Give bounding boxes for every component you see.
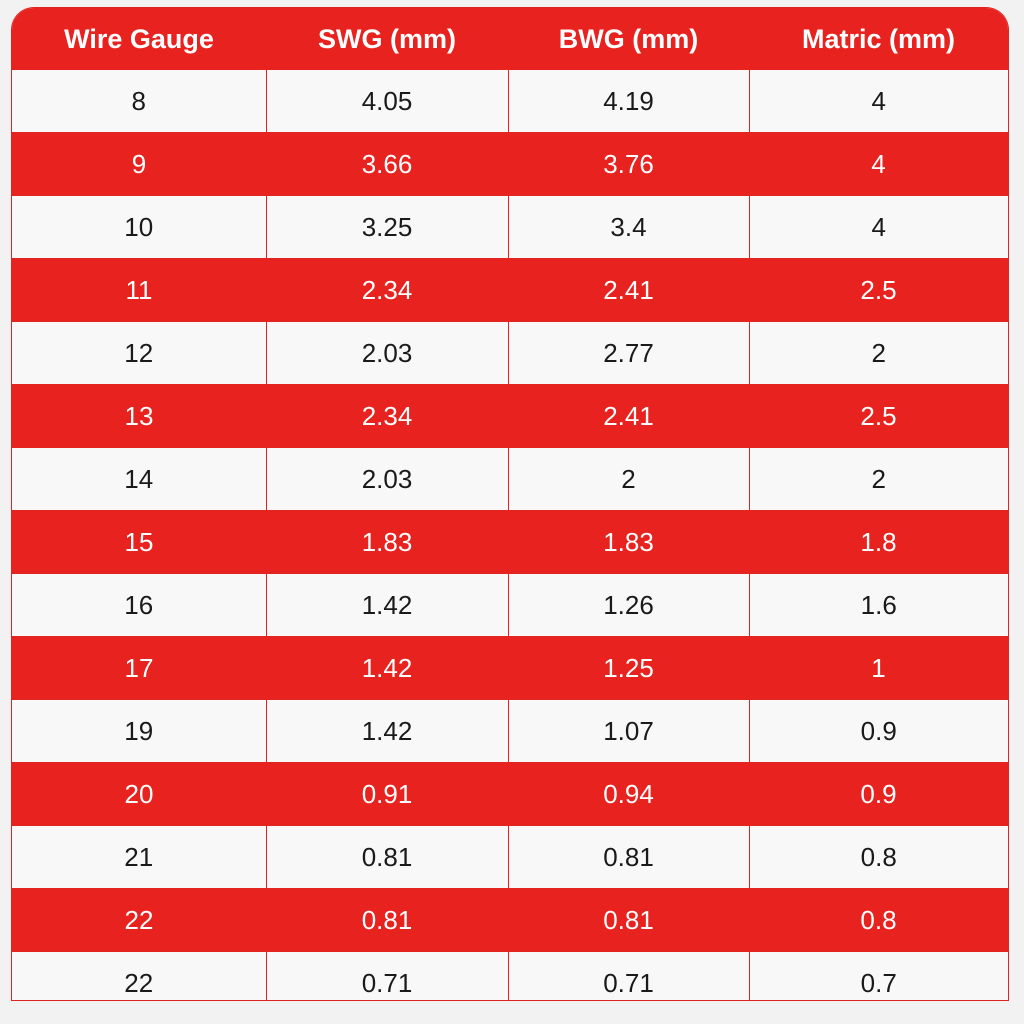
table-row: 22 0.81 0.81 0.8 xyxy=(12,888,1008,952)
cell-bwg: 3.4 xyxy=(507,195,749,259)
cell-metric: 0.8 xyxy=(749,888,1008,952)
cell-metric: 2.5 xyxy=(749,384,1008,448)
table-row: 15 1.83 1.83 1.8 xyxy=(12,510,1008,574)
cell-bwg: 1.25 xyxy=(508,636,749,700)
header-wire-gauge: Wire Gauge xyxy=(12,8,266,70)
header-swg: SWG (mm) xyxy=(266,8,508,70)
table-row: 17 1.42 1.25 1 xyxy=(12,636,1008,700)
table-row: 8 4.05 4.19 4 xyxy=(12,70,1008,133)
wire-gauge-table-container: Wire Gauge SWG (mm) BWG (mm) Matric (mm)… xyxy=(12,8,1008,1000)
cell-swg: 0.81 xyxy=(265,825,508,889)
table-row: 20 0.91 0.94 0.9 xyxy=(12,762,1008,826)
cell-wire-gauge: 10 xyxy=(12,195,266,259)
cell-wire-gauge: 19 xyxy=(12,699,266,763)
cell-swg: 0.71 xyxy=(265,951,508,1000)
cell-bwg: 2.41 xyxy=(508,258,749,322)
cell-wire-gauge: 15 xyxy=(12,510,266,574)
table-body: 8 4.05 4.19 4 9 3.66 3.76 4 10 3.25 3.4 … xyxy=(12,70,1008,1000)
cell-swg: 1.42 xyxy=(265,573,508,637)
cell-swg: 1.42 xyxy=(265,699,508,763)
cell-metric: 4 xyxy=(749,132,1008,196)
table-header: Wire Gauge SWG (mm) BWG (mm) Matric (mm) xyxy=(12,8,1008,70)
table-row: 13 2.34 2.41 2.5 xyxy=(12,384,1008,448)
cell-swg: 1.42 xyxy=(266,636,508,700)
cell-wire-gauge: 17 xyxy=(12,636,266,700)
cell-wire-gauge: 12 xyxy=(12,321,266,385)
cell-swg: 0.91 xyxy=(266,762,508,826)
cell-metric: 4 xyxy=(748,195,1008,259)
cell-swg: 4.05 xyxy=(265,70,508,133)
cell-bwg: 2 xyxy=(507,447,749,511)
cell-bwg: 0.81 xyxy=(507,825,749,889)
cell-swg: 0.81 xyxy=(266,888,508,952)
cell-bwg: 0.81 xyxy=(508,888,749,952)
table-row: 16 1.42 1.26 1.6 xyxy=(12,573,1008,637)
cell-bwg: 1.83 xyxy=(508,510,749,574)
cell-wire-gauge: 16 xyxy=(12,573,266,637)
table-row: 12 2.03 2.77 2 xyxy=(12,321,1008,385)
cell-wire-gauge: 14 xyxy=(12,447,266,511)
cell-bwg: 2.77 xyxy=(507,321,749,385)
cell-bwg: 0.71 xyxy=(507,951,749,1000)
cell-swg: 3.25 xyxy=(265,195,508,259)
cell-wire-gauge: 21 xyxy=(12,825,266,889)
cell-swg: 1.83 xyxy=(266,510,508,574)
cell-swg: 2.03 xyxy=(265,447,508,511)
table-row: 21 0.81 0.81 0.8 xyxy=(12,825,1008,889)
cell-swg: 2.34 xyxy=(266,384,508,448)
cell-metric: 1.8 xyxy=(749,510,1008,574)
table-row: 22 0.71 0.71 0.7 xyxy=(12,951,1008,1000)
header-metric: Matric (mm) xyxy=(749,8,1008,70)
table-row: 10 3.25 3.4 4 xyxy=(12,195,1008,259)
cell-wire-gauge: 20 xyxy=(12,762,266,826)
cell-bwg: 1.07 xyxy=(507,699,749,763)
cell-wire-gauge: 9 xyxy=(12,132,266,196)
cell-wire-gauge: 22 xyxy=(12,888,266,952)
header-bwg: BWG (mm) xyxy=(508,8,749,70)
cell-metric: 1 xyxy=(749,636,1008,700)
cell-bwg: 2.41 xyxy=(508,384,749,448)
cell-metric: 4 xyxy=(748,70,1008,133)
table-row: 11 2.34 2.41 2.5 xyxy=(12,258,1008,322)
table-row: 9 3.66 3.76 4 xyxy=(12,132,1008,196)
wire-gauge-table: Wire Gauge SWG (mm) BWG (mm) Matric (mm)… xyxy=(12,8,1008,1000)
cell-swg: 2.03 xyxy=(265,321,508,385)
cell-wire-gauge: 8 xyxy=(12,70,266,133)
cell-metric: 0.9 xyxy=(748,699,1008,763)
cell-wire-gauge: 13 xyxy=(12,384,266,448)
cell-wire-gauge: 11 xyxy=(12,258,266,322)
cell-metric: 2 xyxy=(748,321,1008,385)
table-row: 19 1.42 1.07 0.9 xyxy=(12,699,1008,763)
cell-bwg: 4.19 xyxy=(507,70,749,133)
cell-swg: 2.34 xyxy=(266,258,508,322)
cell-swg: 3.66 xyxy=(266,132,508,196)
cell-metric: 1.6 xyxy=(748,573,1008,637)
cell-wire-gauge: 22 xyxy=(12,951,266,1000)
cell-metric: 0.7 xyxy=(748,951,1008,1000)
cell-metric: 2.5 xyxy=(749,258,1008,322)
cell-bwg: 0.94 xyxy=(508,762,749,826)
cell-bwg: 1.26 xyxy=(507,573,749,637)
cell-bwg: 3.76 xyxy=(508,132,749,196)
cell-metric: 2 xyxy=(748,447,1008,511)
header-row: Wire Gauge SWG (mm) BWG (mm) Matric (mm) xyxy=(12,8,1008,70)
table-row: 14 2.03 2 2 xyxy=(12,447,1008,511)
cell-metric: 0.9 xyxy=(749,762,1008,826)
cell-metric: 0.8 xyxy=(748,825,1008,889)
